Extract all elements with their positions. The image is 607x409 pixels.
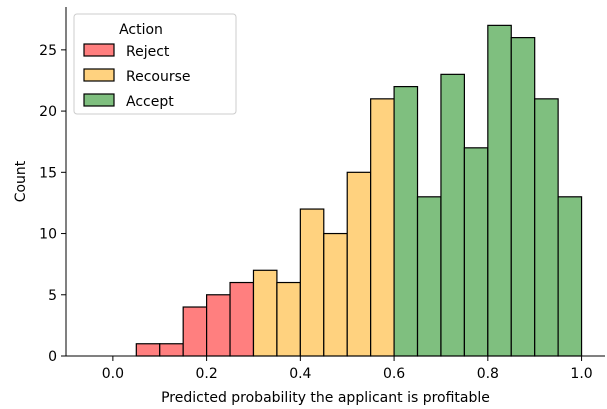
bar-reject-6 [229,281,255,357]
bar-reject-5 [206,294,231,357]
bar-accept-0 [393,85,419,357]
y-tick-label: 25 [39,43,57,59]
y-ticks: 0 5 10 15 20 25 [39,43,66,365]
bar-recourse-0 [252,269,278,357]
legend-swatch-accept [83,93,115,107]
axes-group [65,7,605,357]
y-tick-label: 15 [39,165,57,181]
legend-label-recourse: Recourse [126,69,191,85]
bar-accept-6 [534,98,559,357]
x-tick-label: 1.0 [570,366,592,382]
bars-group [135,24,583,357]
bar-recourse-4 [346,171,372,357]
bar-accept-1 [416,196,442,357]
x-tick-label: 0.2 [195,366,217,382]
legend: Action Reject Recourse Accept [73,13,237,115]
legend-label-reject: Reject [126,44,170,60]
x-tick-label: 0.6 [383,366,405,382]
legend-swatch-recourse [83,68,115,82]
bar-recourse-5 [370,98,395,357]
bar-recourse-1 [276,281,301,357]
legend-swatch-reject [83,43,115,57]
legend-box [73,13,237,115]
legend-entries: Reject Recourse Accept [83,43,191,110]
legend-label-accept: Accept [126,94,174,110]
bar-accept-5 [510,37,536,357]
x-tick-label: 0.4 [289,366,311,382]
bar-reject-3 [159,343,184,357]
legend-title: Action [119,22,163,38]
x-ticks: 0.0 0.2 0.4 0.6 0.8 1.0 [102,356,593,382]
bar-recourse-2 [299,208,325,357]
y-tick-label: 20 [39,104,57,120]
x-axis-label: Predicted probability the applicant is p… [161,390,490,406]
y-axis-label: Count [13,160,29,202]
bar-recourse-3 [323,232,348,357]
y-tick-label: 10 [39,227,57,243]
bar-reject-2 [135,343,161,357]
bar-accept-7 [557,196,583,357]
x-tick-label: 0.8 [477,366,499,382]
bar-accept-3 [463,147,489,357]
y-tick-label: 0 [48,349,57,365]
y-tick-label: 5 [48,288,57,304]
bar-accept-2 [440,73,465,357]
bar-accept-4 [487,24,512,357]
x-tick-label: 0.0 [102,366,124,382]
bar-reject-4 [182,306,208,357]
